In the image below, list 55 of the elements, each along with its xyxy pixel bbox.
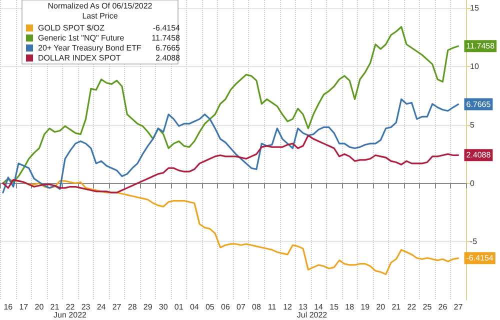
line-series bbox=[2, 178, 460, 276]
x-tick-label: 20 bbox=[376, 302, 386, 312]
legend-title: Normalized As Of 06/15/2022 bbox=[48, 2, 153, 10]
x-tick-label: 24 bbox=[96, 302, 106, 312]
text: 2.4088 bbox=[156, 54, 180, 62]
annotation: Last Price bbox=[82, 12, 118, 20]
x-tick-label: 01 bbox=[174, 302, 184, 312]
data-label: 6.7665 bbox=[466, 100, 492, 109]
x-tick-label: 15 bbox=[330, 302, 340, 312]
x-tick-label: 12 bbox=[283, 302, 293, 312]
text: 6.7665 bbox=[156, 44, 180, 52]
y-tick-label: 10 bbox=[470, 62, 480, 72]
data-label: 11.7458 bbox=[466, 42, 496, 51]
x-tick-label: 07 bbox=[236, 302, 246, 312]
x-tick-label: 27 bbox=[112, 302, 122, 312]
legend-label: GOLD SPOT $/OZ bbox=[38, 24, 105, 32]
y-tick-label: 5 bbox=[470, 120, 475, 130]
x-tick-label: 17 bbox=[19, 302, 29, 312]
x-tick-label: 30 bbox=[158, 302, 168, 312]
legend-label: Generic 1st "NQ" Future bbox=[38, 34, 125, 42]
line-series bbox=[2, 26, 460, 184]
x-tick-label: 25 bbox=[422, 302, 432, 312]
x-tick-label: 22 bbox=[66, 302, 76, 312]
y-tick-label: 15 bbox=[470, 4, 480, 13]
text: -6.4154 bbox=[152, 24, 180, 32]
legend-label: 20+ Year Treasury Bond ETF bbox=[38, 44, 142, 52]
x-tick-label: 11 bbox=[268, 302, 277, 312]
y-tick-label: 0 bbox=[470, 178, 475, 188]
x-tick-label: 04 bbox=[190, 302, 200, 312]
x-tick-label: 13 bbox=[298, 302, 308, 312]
line-series bbox=[2, 134, 460, 194]
legend-label: DOLLAR INDEX SPOT bbox=[38, 54, 121, 62]
x-tick-label: 14 bbox=[314, 302, 324, 312]
x-tick-label: 29 bbox=[143, 302, 153, 312]
text: 11.7458 bbox=[152, 34, 180, 42]
x-tick-label: 16 bbox=[4, 302, 14, 312]
x-tick-label: 20 bbox=[34, 302, 44, 312]
x-tick-label: 06 bbox=[220, 302, 230, 312]
x-tick-label: 28 bbox=[128, 302, 138, 312]
y-tick-label: -5 bbox=[470, 237, 478, 246]
x-tick-label: 23 bbox=[81, 302, 91, 312]
data-label: 2.4088 bbox=[466, 150, 492, 160]
x-tick-label: 08 bbox=[252, 302, 262, 312]
data-label: -6.4154 bbox=[466, 254, 494, 263]
x-tick-label: 18 bbox=[345, 302, 355, 312]
x-tick-label: 21 bbox=[392, 302, 402, 312]
x-tick-label: 26 bbox=[438, 302, 448, 312]
text: Jul 2022 bbox=[296, 310, 328, 320]
text: Jun 2022 bbox=[54, 310, 88, 320]
line-series bbox=[2, 98, 460, 194]
x-tick-label: 21 bbox=[50, 302, 60, 312]
x-tick-label: 05 bbox=[205, 302, 215, 312]
x-tick-label: 19 bbox=[360, 302, 370, 312]
x-tick-label: 22 bbox=[407, 302, 417, 312]
x-tick-label: 27 bbox=[454, 302, 464, 312]
